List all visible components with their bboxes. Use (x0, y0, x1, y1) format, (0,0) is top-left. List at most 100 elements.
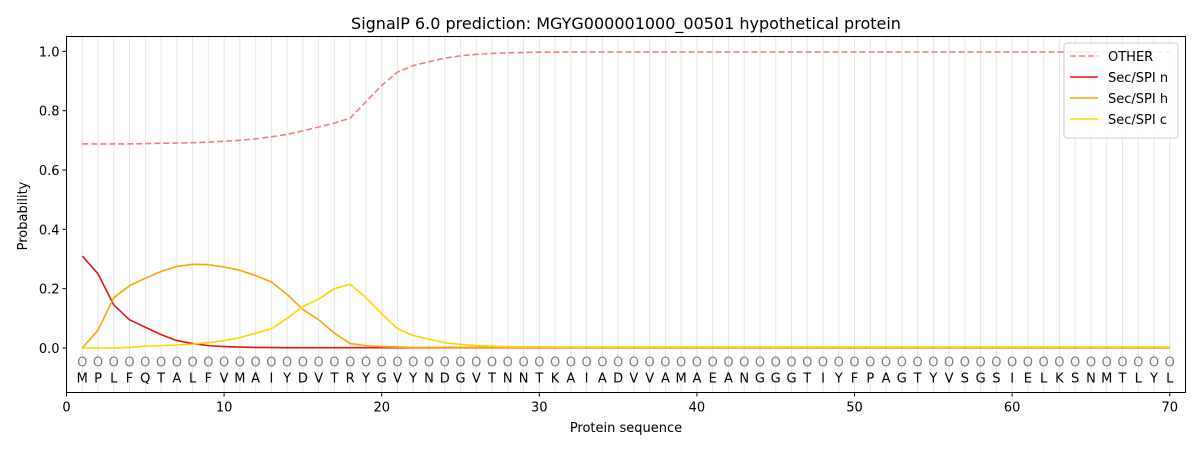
series-line (81, 255, 1170, 349)
annotation-label: O (377, 355, 387, 370)
residue-label: V (220, 372, 229, 387)
residue-label: S (992, 372, 1000, 387)
annotation-label: O (723, 355, 733, 370)
annotation-label: O (818, 355, 828, 370)
residue-label: V (945, 372, 954, 387)
x-tick-label: 50 (846, 401, 863, 416)
annotation-label: O (1054, 355, 1064, 370)
annotation-label: O (503, 355, 513, 370)
x-tick-label: 0 (62, 401, 70, 416)
annotation-label: O (345, 355, 355, 370)
annotation-label: O (613, 355, 623, 370)
annotation-label: O (408, 355, 418, 370)
annotation-label: O (298, 355, 308, 370)
residue-label: L (189, 372, 197, 387)
residue-label: T (802, 372, 811, 387)
legend-label: Sec/SPI c (1108, 113, 1167, 128)
residue-label: V (645, 372, 654, 387)
residue-label: A (661, 372, 670, 387)
residue-label: G (377, 372, 387, 387)
residue-label: E (709, 372, 717, 387)
residue-label: A (724, 372, 733, 387)
series-lines (81, 51, 1170, 349)
residue-label: R (346, 372, 355, 387)
annotation-label: O (156, 355, 166, 370)
x-tick-label: 30 (531, 401, 548, 416)
x-tick-label: 60 (1004, 401, 1021, 416)
annotation-label: O (266, 355, 276, 370)
annotation-label: O (219, 355, 229, 370)
residue-label: T (329, 372, 338, 387)
annotation-label: O (566, 355, 576, 370)
residue-label: N (739, 372, 749, 387)
x-axis-label: Protein sequence (570, 421, 682, 436)
annotation-label: O (424, 355, 434, 370)
annotation-label: O (235, 355, 245, 370)
axis-ticks: 0 10 20 30 40 50 60 70 0.0 0.2 0.4 0.6 0.8 1.0 (39, 45, 1178, 415)
residue-label: N (424, 372, 434, 387)
annotation-label: O (708, 355, 718, 370)
annotation-label: O (597, 355, 607, 370)
annotation-label: O (251, 355, 261, 370)
residue-label: G (755, 372, 765, 387)
legend-label: Sec/SPI h (1108, 92, 1168, 107)
y-tick-label: 0.8 (39, 105, 60, 120)
annotation-label: O (1070, 355, 1080, 370)
x-tick-label: 20 (373, 401, 390, 416)
annotation-label: O (140, 355, 150, 370)
annotation-label: O (739, 355, 749, 370)
annotation-label: O (77, 355, 87, 370)
annotation-label: O (786, 355, 796, 370)
residue-label: T (156, 372, 165, 387)
annotation-label: O (1102, 355, 1112, 370)
annotation-label: O (1007, 355, 1017, 370)
residue-label: E (1024, 372, 1032, 387)
residue-label: A (692, 372, 701, 387)
annotation-label: O (109, 355, 119, 370)
residue-label: A (251, 372, 260, 387)
annotation-label: O (834, 355, 844, 370)
residue-label: Q (140, 372, 150, 387)
residue-label: P (866, 372, 874, 387)
residue-label: L (1135, 372, 1143, 387)
annotation-label: O (534, 355, 544, 370)
residue-annotations: OMOPOLOFOQOTOAOLOFOVOMOAOIOYODOVOTOROYOG… (77, 355, 1175, 386)
residue-label: P (94, 372, 102, 387)
annotation-label: O (645, 355, 655, 370)
annotation-label: O (771, 355, 781, 370)
annotation-label: O (329, 355, 339, 370)
residue-label: G (976, 372, 986, 387)
residue-label: A (172, 372, 181, 387)
annotation-label: O (518, 355, 528, 370)
series-line (82, 51, 1170, 145)
residue-label: Y (928, 372, 937, 387)
residue-label: Y (361, 372, 370, 387)
residue-label: M (77, 372, 88, 387)
annotation-label: O (581, 355, 591, 370)
residue-label: G (897, 372, 907, 387)
residue-label: T (913, 372, 922, 387)
legend-label: Sec/SPI n (1108, 71, 1168, 86)
residue-label: Y (834, 372, 843, 387)
y-tick-label: 0.0 (39, 342, 60, 357)
annotation-label: O (692, 355, 702, 370)
annotation-label: O (944, 355, 954, 370)
annotation-label: O (991, 355, 1001, 370)
residue-label: G (455, 372, 465, 387)
residue-label: N (1086, 372, 1096, 387)
residue-label: I (1010, 372, 1014, 387)
x-tick-label: 70 (1161, 401, 1178, 416)
residue-label: L (1040, 372, 1048, 387)
annotation-label: O (676, 355, 686, 370)
annotation-label: O (361, 355, 371, 370)
residue-label: D (440, 372, 450, 387)
y-axis-label: Probability (16, 181, 31, 250)
annotation-label: O (1117, 355, 1127, 370)
residue-label: D (298, 372, 308, 387)
residue-label: T (534, 372, 543, 387)
x-tick-label: 40 (689, 401, 706, 416)
grid-lines (81, 36, 1171, 393)
residue-label: M (1101, 372, 1112, 387)
annotation-label: O (203, 355, 213, 370)
